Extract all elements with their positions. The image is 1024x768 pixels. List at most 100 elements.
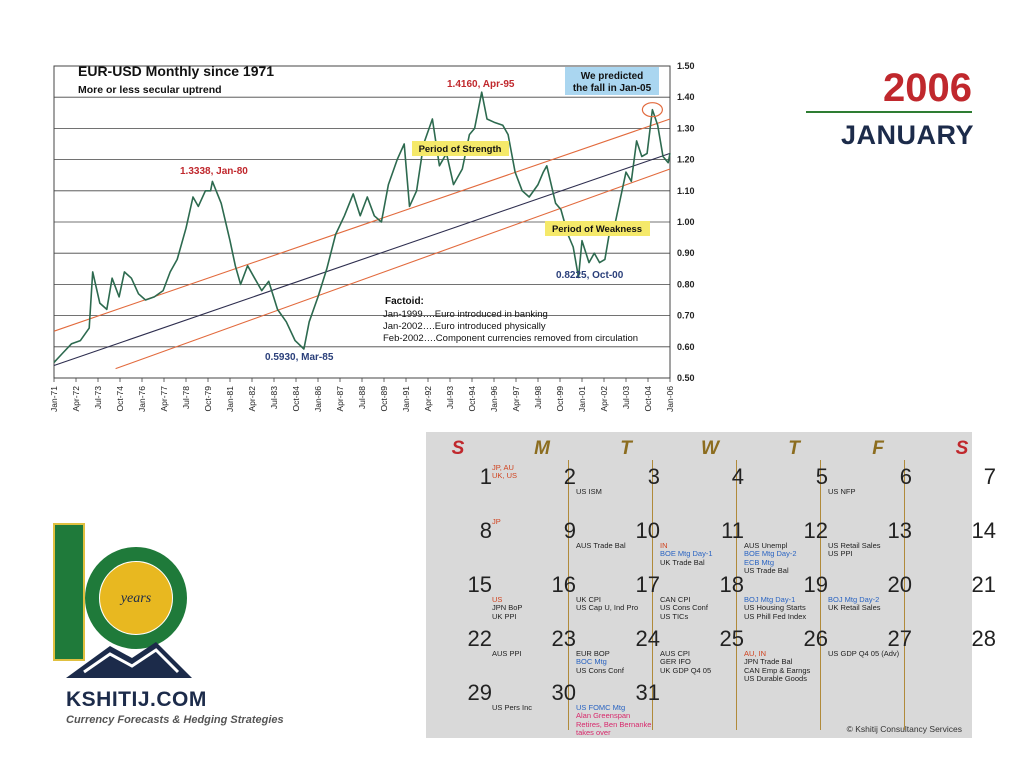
day-of-week-header: T: [788, 438, 800, 459]
x-tick-label: Jul-93: [445, 386, 455, 409]
brand-name: KSHITIJ.COM: [66, 688, 207, 711]
event-item: BOJ Mtg Day-2: [828, 595, 880, 604]
day-number: 5: [815, 464, 828, 489]
event-item: AUS Trade Bal: [576, 541, 626, 550]
day-number: 1: [479, 464, 492, 489]
factoid-line: Jan-2002….Euro introduced physically: [383, 321, 546, 332]
event-item: AUS Unempl: [744, 541, 788, 550]
calendar-day-cell: 14: [920, 514, 1004, 568]
day-events: JP: [492, 517, 576, 526]
event-item: US Phill Fed Index: [744, 611, 807, 621]
chart-title: EUR-USD Monthly since 1971: [78, 63, 274, 79]
day-events: AU, IN JPN Trade Bal CAN Emp & Earngs US Du…: [744, 649, 828, 684]
calendar-day-cell: 1: [416, 460, 500, 514]
day-number: 31: [635, 680, 660, 705]
x-tick-label: Oct-84: [291, 386, 301, 412]
column-divider: [904, 460, 905, 730]
day-number: 18: [719, 572, 744, 597]
x-tick-label: Jul-78: [181, 386, 191, 409]
event-item: AUS PPI: [492, 649, 522, 658]
day-number: 9: [563, 518, 576, 543]
day-events: AUS CPI GER IFO UK GDP Q4 05: [660, 649, 744, 675]
event-item: US Pers Inc: [492, 703, 533, 712]
weakness-box: [545, 221, 650, 236]
day-number: 28: [971, 626, 996, 651]
event-item: JP: [492, 517, 501, 526]
day-events: BOJ Mtg Day-1 US Housing Starts US Phill F…: [744, 595, 828, 621]
day-events: US Pers Inc: [492, 703, 576, 712]
x-tick-label: Jan-71: [49, 386, 59, 412]
day-number: 7: [983, 464, 996, 489]
calendar-day-cell: 2 JP, AU UK, US: [492, 460, 584, 514]
event-item: US Cons Conf: [660, 603, 708, 613]
x-tick-label: Apr-97: [511, 386, 521, 412]
event-item: EUR BOP: [576, 649, 610, 658]
calendar-day-cell: 25 AUS CPI GER IFO UK GDP Q4 05: [660, 622, 752, 676]
day-number: 23: [551, 626, 576, 651]
y-tick-label: 0.50: [677, 373, 695, 383]
calendar-day-cell: 16 US JPN BoP UK PPI: [492, 568, 584, 622]
event-item: BOE Mtg Day-1: [660, 549, 713, 559]
y-tick-label: 0.70: [677, 311, 695, 321]
x-tick-label: Oct-89: [379, 386, 389, 412]
day-number: 25: [719, 626, 744, 651]
x-tick-label: Apr-87: [335, 386, 345, 412]
event-item: BOE Mtg Day-2: [744, 549, 797, 559]
day-number: 15: [467, 572, 492, 597]
trendline: [115, 168, 671, 370]
event-item: JP, AU: [492, 463, 514, 472]
x-tick-label: Apr-02: [599, 386, 609, 412]
column-divider: [652, 460, 653, 730]
annotation-strength: Period of Strength: [419, 144, 502, 155]
event-item: UK, US: [492, 471, 518, 481]
event-item: takes over: [576, 728, 611, 738]
calendar-day-cell: 18 CAN CPI US Cons Conf US TICs: [660, 568, 752, 622]
day-number: 21: [971, 572, 996, 597]
day-events: US ISM: [576, 487, 660, 496]
day-number: 3: [647, 464, 660, 489]
calendar-day-cell: 29: [416, 676, 500, 730]
event-item: BOJ Mtg Day-1: [744, 595, 796, 604]
y-tick-label: 0.80: [677, 279, 695, 289]
calendar-day-cell: 10 AUS Trade Bal: [576, 514, 668, 568]
day-number: 8: [479, 518, 492, 543]
event-item: UK CPI: [576, 595, 602, 604]
calendar-day-cell: 15: [416, 568, 500, 622]
calendar-day-cell: 28: [920, 622, 1004, 676]
event-item: US Retail Sales: [828, 541, 881, 550]
event-item: US NFP: [828, 487, 856, 496]
y-tick-label: 1.00: [677, 217, 695, 227]
day-number: 4: [731, 464, 744, 489]
event-item: UK PPI: [492, 611, 517, 621]
day-number: 30: [551, 680, 576, 705]
x-tick-label: Jan-81: [225, 386, 235, 412]
y-tick-label: 1.50: [677, 61, 695, 71]
mountain-icon: [66, 642, 192, 678]
event-item: US GDP Q4 05 (Adv): [828, 649, 900, 658]
day-number: 27: [887, 626, 912, 651]
factoid-line: Feb-2002….Component currencies removed f…: [383, 333, 638, 344]
x-tick-label: Oct-74: [115, 386, 125, 412]
calendar-day-cell: 22: [416, 622, 500, 676]
day-of-week-header: S: [955, 438, 969, 459]
calendar-day-cell: 19 BOJ Mtg Day-1 US Housing Starts US Phill…: [744, 568, 836, 622]
x-tick-label: Oct-99: [555, 386, 565, 412]
x-tick-label: Jan-76: [137, 386, 147, 412]
event-item: US Cap U, Ind Pro: [576, 603, 639, 613]
day-events: EUR BOP BOC Mtg US Cons Conf: [576, 649, 660, 675]
event-item: JPN Trade Bal: [744, 657, 793, 667]
x-tick-label: Jan-01: [577, 386, 587, 412]
day-of-week-header: T: [620, 438, 632, 459]
event-item: AU, IN: [744, 649, 767, 658]
event-item: US Housing Starts: [744, 603, 806, 613]
day-events: US GDP Q4 05 (Adv): [828, 649, 912, 658]
day-of-week-header: M: [534, 438, 550, 459]
calendar-day-cell: 17 UK CPI US Cap U, Ind Pro: [576, 568, 668, 622]
day-number: 11: [721, 518, 744, 543]
column-divider: [820, 460, 821, 730]
calendar-day-cell: 9 JP: [492, 514, 584, 568]
x-tick-label: Oct-94: [467, 386, 477, 412]
event-item: CAN Emp & Earngs: [744, 665, 811, 675]
year-title: 2006: [883, 66, 972, 110]
column-divider: [736, 460, 737, 730]
